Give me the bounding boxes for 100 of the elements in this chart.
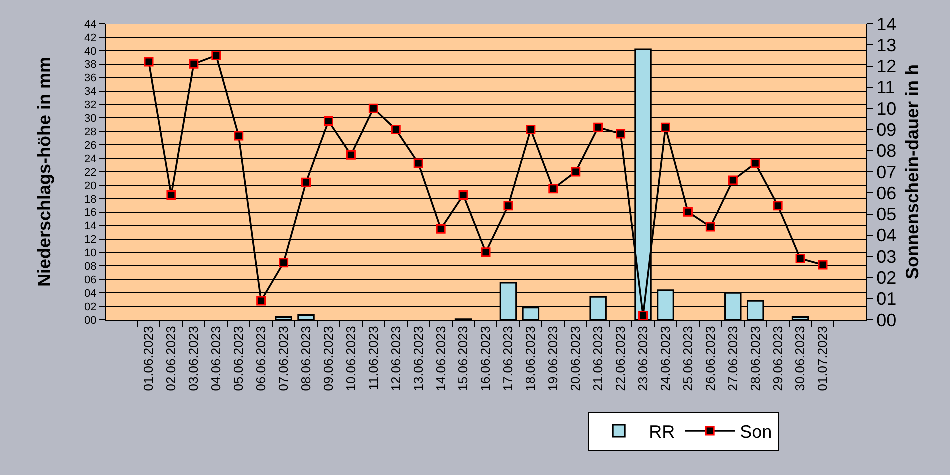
x-tick-label: 18.06.2023: [523, 326, 538, 392]
point: [481, 248, 491, 258]
x-tick-label: 01.06.2023: [141, 326, 156, 392]
y-tick-label: 22: [84, 166, 97, 179]
point: [504, 201, 514, 211]
point: [346, 150, 356, 160]
y-tick-label: 24: [84, 153, 97, 166]
point: [594, 122, 604, 132]
y2-tick-label: 14: [876, 14, 897, 34]
point: [166, 190, 176, 200]
y2-tick-label: 05: [876, 204, 897, 225]
point: [414, 158, 424, 168]
point: [391, 124, 401, 134]
point: [571, 167, 581, 177]
point: [660, 122, 670, 132]
y-tick-label: 14: [84, 220, 97, 233]
y2-tick-label: 06: [876, 183, 897, 204]
y-tick-label: 04: [84, 288, 97, 300]
x-tick-label: 04.06.2023: [208, 326, 224, 392]
y2-tick-label: 03: [876, 246, 897, 267]
x-tick-label: 27.06.2023: [725, 326, 740, 392]
y2-tick-label: 09: [876, 120, 897, 140]
y-axis-title: Niederschlags-höhe in mm: [34, 56, 55, 288]
y-tick-label: 00: [84, 314, 97, 327]
y-tick-label: 42: [84, 32, 97, 44]
y-tick-label: 44: [84, 18, 97, 31]
point: [234, 131, 244, 141]
y-tick-label: 30: [84, 113, 97, 126]
x-tick-label: 28.06.2023: [748, 326, 763, 392]
y-tick-label: 28: [84, 126, 97, 138]
point: [773, 201, 783, 211]
point: [436, 224, 446, 234]
y-tick-label: 16: [84, 207, 97, 220]
y-tick-label: 08: [84, 261, 97, 274]
x-tick-label: 30.06.2023: [792, 326, 808, 392]
point: [796, 254, 806, 264]
point: [458, 190, 468, 200]
point: [548, 184, 558, 194]
x-tick-label: 10.06.2023: [343, 326, 358, 392]
point: [189, 59, 199, 69]
x-tick-label: 26.06.2023: [702, 326, 718, 392]
y-tick-label: 06: [84, 274, 97, 286]
legend-label: Son: [740, 422, 772, 442]
y2-tick-label: 04: [876, 226, 897, 246]
point: [324, 116, 334, 126]
y2-tick-label: 07: [876, 162, 897, 182]
x-tick-label: 16.06.2023: [478, 326, 494, 392]
x-tick-label: 13.06.2023: [410, 326, 426, 392]
point: [256, 296, 266, 306]
x-tick-label: 17.06.2023: [500, 326, 516, 392]
y2-tick-label: 00: [876, 310, 897, 330]
y-tick-label: 10: [84, 248, 97, 260]
y-tick-label: 12: [84, 234, 97, 246]
point: [728, 176, 738, 186]
x-tick-label: 19.06.2023: [546, 326, 561, 392]
point: [616, 129, 626, 139]
x-tick-label: 03.06.2023: [186, 326, 202, 392]
point: [368, 104, 378, 114]
y2-tick-label: 13: [876, 35, 897, 56]
x-tick-label: 12.06.2023: [388, 326, 404, 392]
y2-tick-label: 01: [876, 289, 897, 310]
y-tick-label: 40: [84, 46, 97, 58]
y-tick-label: 18: [84, 194, 97, 206]
y-tick-label: 32: [84, 100, 97, 112]
y2-tick-label: 08: [876, 141, 897, 162]
x-tick-label: 11.06.2023: [366, 326, 381, 390]
point: [750, 158, 760, 168]
y-tick-label: 02: [84, 301, 97, 314]
x-tick-label: 15.06.2023: [456, 326, 471, 392]
x-tick-label: 14.06.2023: [433, 326, 448, 392]
x-tick-label: 25.06.2023: [680, 326, 696, 392]
point: [638, 311, 648, 320]
x-tick-label: 24.06.2023: [658, 326, 673, 392]
point: [706, 222, 716, 232]
y2-tick-label: 02: [876, 268, 897, 288]
x-tick-label: 21.06.2023: [590, 326, 606, 392]
x-tick-label: 20.06.2023: [568, 326, 584, 392]
point: [683, 207, 693, 217]
x-tick-label: 01.07.2023: [815, 326, 830, 392]
point: [212, 50, 222, 60]
y2-axis-title: Sonnenschein-dauer in h: [902, 64, 923, 280]
y-tick-label: 36: [84, 72, 97, 85]
point: [302, 178, 312, 188]
x-tick-label: 05.06.2023: [231, 326, 246, 392]
legend-label: RR: [649, 422, 676, 442]
x-tick-label: 08.06.2023: [298, 326, 314, 392]
x-tick-label: 23.06.2023: [635, 326, 650, 392]
y2-tick-label: 12: [876, 56, 897, 77]
x-tick-label: 06.06.2023: [254, 326, 269, 392]
y-tick-label: 38: [84, 59, 97, 72]
x-tick-label: 29.06.2023: [770, 326, 786, 392]
point: [279, 258, 289, 268]
y2-tick-label: 11: [876, 78, 896, 98]
point: [526, 124, 536, 134]
y-tick-label: 26: [84, 140, 97, 152]
x-tick-label: 09.06.2023: [320, 326, 336, 392]
x-tick-label: 02.06.2023: [164, 326, 179, 392]
x-tick-label: 22.06.2023: [613, 326, 628, 392]
y-tick-label: 20: [84, 180, 97, 192]
y2-tick-label: 10: [876, 98, 897, 119]
